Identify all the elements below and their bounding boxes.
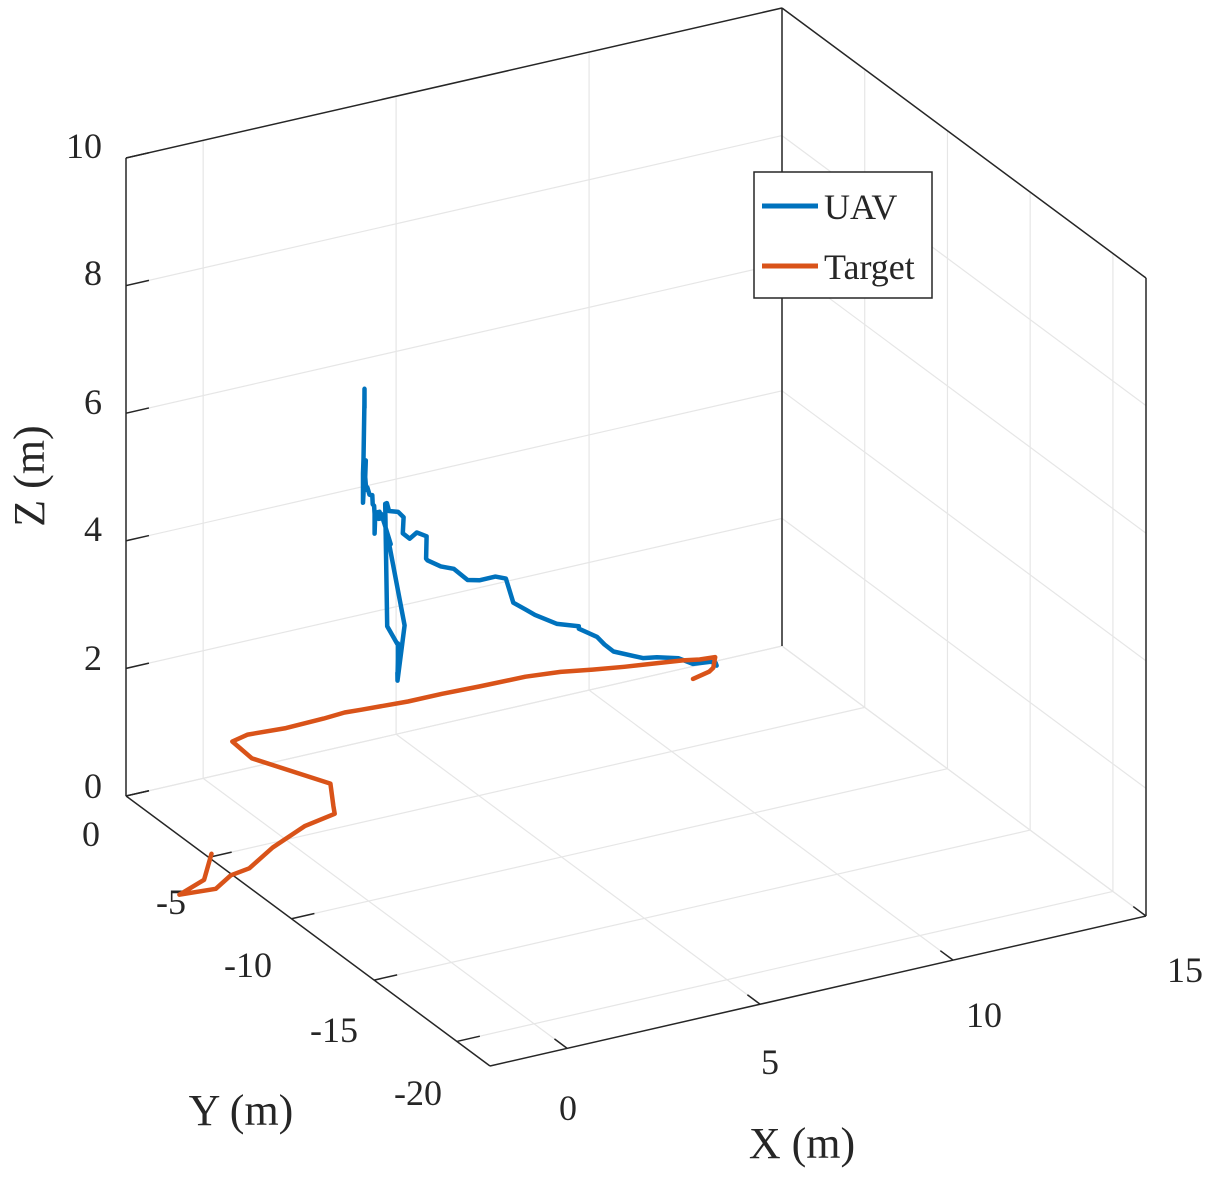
legend-box: [753, 171, 933, 299]
floor-grid-line-x: [395, 733, 761, 1005]
series-layer: [177, 386, 719, 897]
side-grid-line-z: [781, 517, 1147, 789]
x-tick: [553, 1038, 568, 1049]
back-wall-grid: [125, 7, 783, 797]
z-tick-labels: 0 2 4 6 8 10: [66, 126, 102, 806]
x-tick: [746, 994, 761, 1005]
side-grid-line-z: [781, 390, 1147, 662]
legend[interactable]: UAV Target: [753, 171, 933, 299]
y-tick-label: -20: [394, 1073, 442, 1113]
x-tick-label: 10: [966, 995, 1002, 1035]
x-tick-label: 5: [761, 1042, 779, 1082]
z-axis-label: Z (m): [5, 425, 54, 526]
floor-grid-line-y: [208, 706, 865, 858]
back-grid-line-z: [125, 262, 783, 414]
z-tick-label: 10: [66, 126, 102, 166]
back-grid-line-z: [125, 390, 783, 542]
z-tick: [125, 534, 150, 542]
y-axis-line: [125, 795, 491, 1067]
y-tick: [374, 974, 398, 981]
back-grid-line-z: [125, 135, 783, 287]
z-tick: [125, 407, 150, 414]
x-tick: [939, 950, 954, 961]
floor-grid-line-y: [291, 768, 948, 920]
x-tick: [1132, 905, 1147, 917]
y-axis-label: Y (m): [189, 1086, 294, 1135]
series-uav-line: [360, 386, 719, 683]
floor-grid: [125, 645, 1147, 1049]
box-edge-top-side: [781, 7, 1147, 279]
x-tick-label: 15: [1167, 950, 1203, 990]
z-tick-label: 0: [84, 766, 102, 806]
side-grid-line-z: [781, 645, 1147, 917]
y-tick: [456, 1035, 481, 1043]
floor-grid-line-x: [202, 777, 568, 1049]
axis-ticks: [125, 152, 1147, 1049]
z-tick: [125, 790, 150, 797]
z-tick: [125, 662, 150, 670]
legend-label-uav: UAV: [824, 187, 897, 227]
back-grid-line-z: [125, 645, 783, 797]
side-wall-grid: [781, 7, 1147, 917]
box-edge-top-back: [125, 7, 783, 159]
legend-label-target: Target: [824, 247, 915, 287]
axes-box: [125, 7, 1147, 1067]
z-tick-label: 6: [84, 382, 102, 422]
z-tick-label: 8: [84, 253, 102, 293]
y-tick: [291, 912, 315, 920]
y-tick-labels: 0 -5 -10 -15 -20: [82, 814, 442, 1113]
x-tick-labels: 0 5 10 15: [559, 950, 1203, 1128]
z-tick: [125, 279, 150, 287]
y-tick-label: 0: [82, 814, 100, 854]
back-grid-line-z: [125, 517, 783, 669]
z-tick: [125, 152, 150, 159]
floor-grid-line-y: [374, 829, 1031, 981]
side-grid-line-z: [781, 262, 1147, 534]
z-tick-label: 4: [84, 509, 102, 549]
z-tick-label: 2: [84, 638, 102, 678]
y-tick-label: -10: [224, 945, 272, 985]
series-target-line: [177, 654, 718, 897]
x-tick-label: 0: [559, 1088, 577, 1128]
y-tick-label: -5: [156, 882, 186, 922]
floor-grid-line-x: [588, 689, 954, 961]
x-axis-line: [489, 915, 1147, 1067]
floor-grid-line-y: [456, 890, 1114, 1043]
x-axis-label: X (m): [749, 1119, 855, 1168]
y-tick-label: -15: [310, 1010, 358, 1050]
